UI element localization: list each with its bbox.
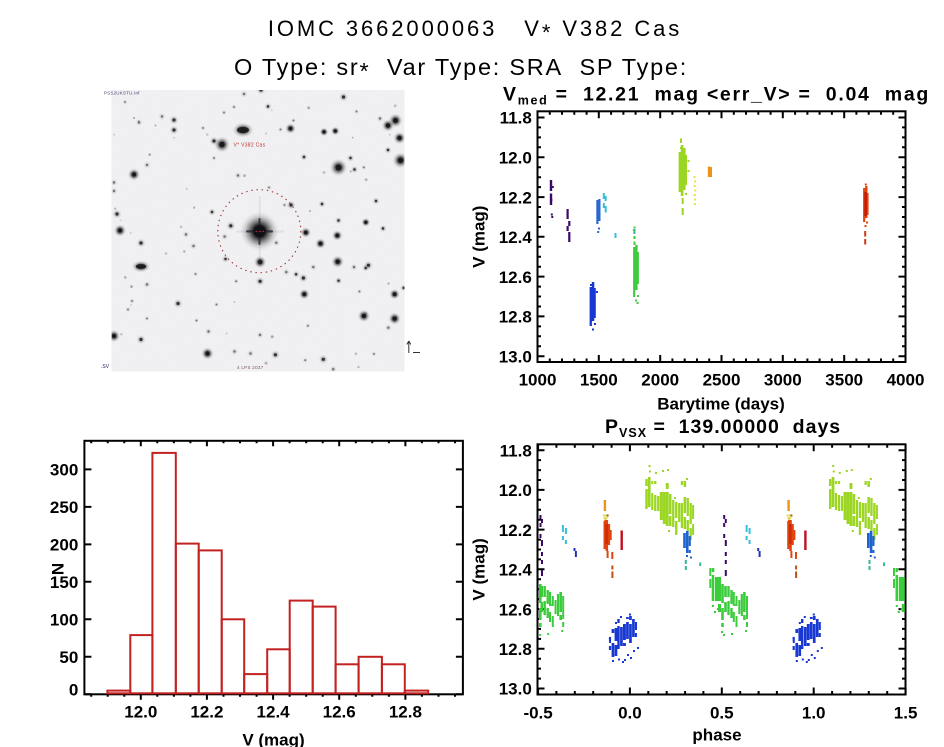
svg-text:Barytime (days): Barytime (days): [657, 394, 785, 413]
svg-text:200: 200: [50, 536, 78, 555]
svg-text:PVSX = 139.00000 days: PVSX = 139.00000 days: [605, 416, 841, 440]
svg-text:12.4: 12.4: [499, 228, 533, 247]
svg-text:Vmed = 12.21 mag <err_V> =: Vmed = 12.21 mag <err_V> = 0.04 mag: [503, 84, 930, 108]
svg-text:150: 150: [50, 573, 78, 592]
svg-text:12.0: 12.0: [499, 149, 532, 168]
svg-text:V (mag): V (mag): [242, 730, 304, 747]
svg-text:V* V382 Cas: V* V382 Cas: [234, 143, 266, 149]
svg-text:12.6: 12.6: [499, 268, 532, 287]
svg-text:.SV: .SV: [101, 364, 110, 370]
svg-text:2000: 2000: [641, 371, 679, 390]
svg-text:50: 50: [59, 648, 78, 667]
svg-text:12.2: 12.2: [499, 188, 532, 207]
svg-text:0: 0: [69, 681, 78, 700]
svg-text:-0.5: -0.5: [523, 704, 552, 723]
svg-text:N: N: [49, 563, 68, 575]
svg-text:V (mag): V (mag): [470, 538, 489, 600]
svg-text:V (mag): V (mag): [470, 206, 489, 268]
svg-text:11.8: 11.8: [500, 441, 532, 460]
svg-text:IOMC 3662000063 V* V382 Cas: IOMC 3662000063 V* V382 Cas: [268, 16, 682, 45]
svg-text:12.4: 12.4: [257, 702, 291, 721]
svg-text:12.0: 12.0: [499, 481, 532, 500]
svg-text:12.2: 12.2: [190, 702, 223, 721]
svg-text:1.5: 1.5: [894, 704, 918, 723]
svg-text:0.5: 0.5: [710, 704, 734, 723]
svg-text:4000: 4000: [887, 371, 925, 390]
svg-text:12.8: 12.8: [389, 702, 422, 721]
svg-text:12.2: 12.2: [499, 521, 532, 540]
svg-text:250: 250: [50, 498, 78, 517]
svg-text:13.0: 13.0: [499, 347, 532, 366]
svg-text:12.8: 12.8: [499, 640, 532, 659]
svg-text:11.8: 11.8: [500, 109, 532, 128]
svg-text:PSS2UKSTU.Inf: PSS2UKSTU.Inf: [104, 91, 140, 96]
svg-text:4 LPS 2037: 4 LPS 2037: [237, 365, 264, 370]
svg-text:12.4: 12.4: [499, 561, 533, 580]
svg-text:13.0: 13.0: [499, 680, 532, 699]
svg-text:1000: 1000: [519, 371, 557, 390]
svg-text:12.6: 12.6: [499, 600, 532, 619]
svg-text:0.0: 0.0: [618, 704, 642, 723]
svg-text:1500: 1500: [580, 371, 618, 390]
svg-text:3000: 3000: [764, 371, 802, 390]
svg-text:2500: 2500: [703, 371, 741, 390]
svg-text:100: 100: [50, 611, 78, 630]
svg-text:O Type: sr* Var Type: SRA SP: O Type: sr* Var Type: SRA SP Type:: [234, 54, 688, 84]
svg-text:300: 300: [50, 461, 78, 480]
svg-text:12.8: 12.8: [499, 308, 532, 327]
svg-text:12.6: 12.6: [323, 702, 356, 721]
svg-text:1.0: 1.0: [802, 704, 826, 723]
svg-text:phase: phase: [692, 726, 741, 745]
svg-text:3500: 3500: [825, 371, 863, 390]
svg-text:12.0: 12.0: [124, 702, 157, 721]
